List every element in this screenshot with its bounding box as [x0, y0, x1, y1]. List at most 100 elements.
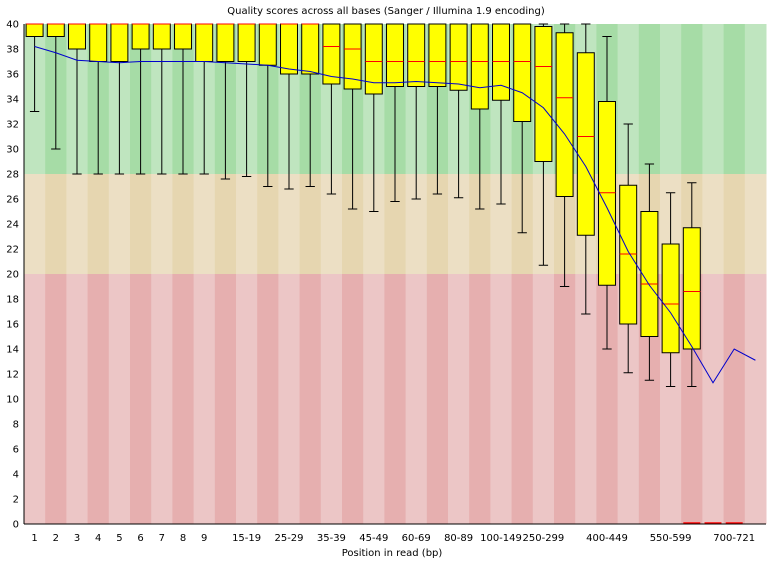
band-reasonable [236, 174, 258, 274]
band-reasonable [151, 174, 173, 274]
box [216, 23, 235, 62]
band-poor [723, 274, 746, 524]
band-reasonable [320, 174, 343, 274]
box [682, 227, 701, 350]
band-poor [172, 274, 195, 524]
box [555, 32, 574, 197]
box [661, 243, 680, 354]
band-reasonable [299, 174, 322, 274]
box [386, 23, 404, 87]
box [237, 23, 256, 62]
box [364, 23, 383, 95]
x-tick-label: 4 [95, 533, 101, 544]
band-good [660, 24, 682, 174]
x-tick-label: 60-69 [402, 533, 431, 544]
band-poor [257, 274, 279, 524]
y-tick-label: 0 [13, 520, 19, 531]
x-tick-label: 700-721 [713, 533, 755, 544]
y-tick-label: 34 [6, 95, 19, 106]
x-tick-label: 550-599 [650, 533, 692, 544]
x-tick-label: 15-19 [232, 533, 261, 544]
axes [23, 24, 766, 525]
band-good [723, 24, 746, 174]
band-poor [363, 274, 385, 524]
y-tick-label: 24 [6, 220, 19, 231]
x-tick-label: 6 [137, 533, 143, 544]
y-tick-label: 20 [6, 270, 19, 281]
y-tick-label: 12 [6, 370, 19, 381]
band-reasonable [24, 174, 46, 274]
box [492, 23, 510, 101]
band-poor [45, 274, 67, 524]
band-reasonable [214, 174, 237, 274]
band-poor [193, 274, 216, 524]
x-tick-label: 80-89 [444, 533, 473, 544]
box [25, 23, 44, 37]
band-poor [596, 274, 619, 524]
box [46, 23, 65, 37]
band-reasonable [172, 174, 195, 274]
x-tick-label: 5 [116, 533, 122, 544]
box [68, 23, 86, 50]
band-poor [744, 274, 767, 524]
x-tick-label: 250-299 [523, 533, 565, 544]
band-poor [151, 274, 173, 524]
band-poor [108, 274, 131, 524]
band-poor [426, 274, 449, 524]
band-poor [490, 274, 513, 524]
band-poor [130, 274, 152, 524]
box [174, 23, 192, 50]
band-reasonable [723, 174, 746, 274]
mean-line [34, 46, 756, 384]
x-tick-label: 7 [159, 533, 165, 544]
band-poor [532, 274, 555, 524]
x-tick-label: 8 [180, 533, 186, 544]
x-tick-label: 2 [53, 533, 59, 544]
band-good [617, 24, 640, 174]
band-reasonable [108, 174, 131, 274]
box [640, 211, 659, 337]
y-tick-label: 28 [6, 170, 19, 181]
band-poor [278, 274, 301, 524]
band-reasonable [193, 174, 216, 274]
box [470, 23, 489, 110]
band-reasonable [702, 174, 725, 274]
band-reasonable [405, 174, 428, 274]
box [258, 23, 277, 66]
x-tick-labels: 1 2 3 4 5 6 7 8 9 15-19 25-29 35-39 45-49 60-69 80-89 1… [31, 533, 755, 544]
y-tick-label: 36 [6, 70, 19, 81]
band-poor [299, 274, 322, 524]
y-tick-label: 14 [6, 345, 19, 356]
y-tick-label: 6 [13, 445, 19, 456]
y-tick-label: 22 [6, 245, 19, 256]
x-tick-label: 3 [74, 533, 80, 544]
band-poor [575, 274, 597, 524]
box [407, 23, 426, 87]
band-poor [236, 274, 258, 524]
band-reasonable [744, 174, 767, 274]
y-tick-label: 8 [13, 420, 19, 431]
box [280, 23, 298, 75]
box [513, 23, 532, 122]
box [195, 23, 214, 62]
x-tick-label: 400-449 [586, 533, 628, 544]
band-good [638, 24, 661, 174]
box [534, 26, 553, 162]
band-poor [214, 274, 237, 524]
band-poor [617, 274, 640, 524]
box [428, 23, 447, 87]
x-tick-label: 45-49 [359, 533, 388, 544]
band-poor [66, 274, 89, 524]
x-tick-label: 100-149 [480, 533, 522, 544]
band-good [744, 24, 767, 174]
box [449, 23, 468, 91]
y-tick-label: 2 [13, 495, 19, 506]
band-poor [554, 274, 576, 524]
box [343, 23, 362, 90]
x-tick-label: 35-39 [317, 533, 346, 544]
y-tick-label: 38 [6, 45, 19, 56]
band-reasonable [257, 174, 279, 274]
band-reasonable [448, 174, 470, 274]
